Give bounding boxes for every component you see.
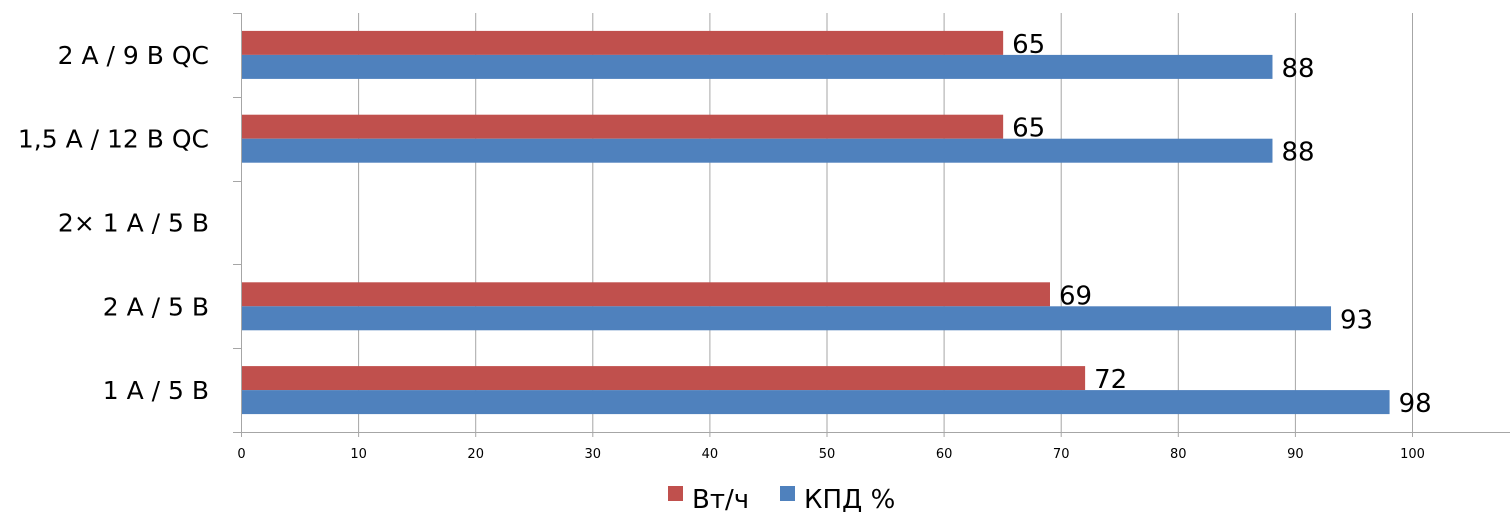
bar-power bbox=[242, 114, 1004, 139]
legend-swatch bbox=[780, 486, 795, 501]
data-label: 98 bbox=[1399, 389, 1432, 419]
data-label: 65 bbox=[1012, 114, 1045, 144]
bar-power bbox=[242, 366, 1086, 391]
bar-efficiency bbox=[242, 138, 1273, 163]
x-tick-label: 0 bbox=[237, 447, 245, 462]
labels: 0 10 20 30 40 50 60 70 80 90 100 1 А / 5 В 72 98 2 А /… bbox=[18, 30, 1432, 462]
x-tick-label: 90 bbox=[1287, 447, 1304, 462]
x-tick-label: 60 bbox=[936, 447, 953, 462]
x-tick-label: 50 bbox=[819, 447, 836, 462]
data-label: 65 bbox=[1012, 30, 1045, 60]
grid-lines bbox=[358, 13, 1413, 432]
data-label: 88 bbox=[1281, 138, 1314, 168]
category-label: 2× 1 А / 5 В bbox=[58, 209, 209, 238]
x-tick-label: 30 bbox=[585, 447, 602, 462]
bar-efficiency bbox=[242, 54, 1273, 79]
data-label: 72 bbox=[1094, 365, 1127, 395]
category-label: 1,5 А / 12 В QC bbox=[18, 125, 209, 154]
bar-power bbox=[242, 282, 1050, 307]
bars bbox=[242, 30, 1390, 415]
axes bbox=[233, 13, 1510, 437]
category-label: 1 А / 5 В bbox=[103, 376, 209, 405]
category-label: 2 А / 9 В QC bbox=[58, 41, 209, 70]
data-label: 93 bbox=[1340, 305, 1373, 335]
legend: Вт/ч КПД % bbox=[668, 485, 895, 515]
bar-efficiency bbox=[242, 390, 1390, 415]
legend-label: КПД % bbox=[804, 485, 895, 515]
legend-label: Вт/ч bbox=[692, 485, 749, 515]
legend-swatch bbox=[668, 486, 683, 501]
x-tick-label: 70 bbox=[1053, 447, 1070, 462]
data-label: 69 bbox=[1059, 281, 1092, 311]
category-label: 2 А / 5 В bbox=[103, 292, 209, 321]
bar-efficiency bbox=[242, 306, 1332, 331]
x-tick-label: 80 bbox=[1170, 447, 1187, 462]
x-tick-label: 10 bbox=[350, 447, 367, 462]
x-tick-label: 100 bbox=[1400, 447, 1425, 462]
x-tick-label: 20 bbox=[467, 447, 484, 462]
x-tick-label: 40 bbox=[702, 447, 719, 462]
data-label: 88 bbox=[1281, 54, 1314, 84]
bar-power bbox=[242, 30, 1004, 55]
